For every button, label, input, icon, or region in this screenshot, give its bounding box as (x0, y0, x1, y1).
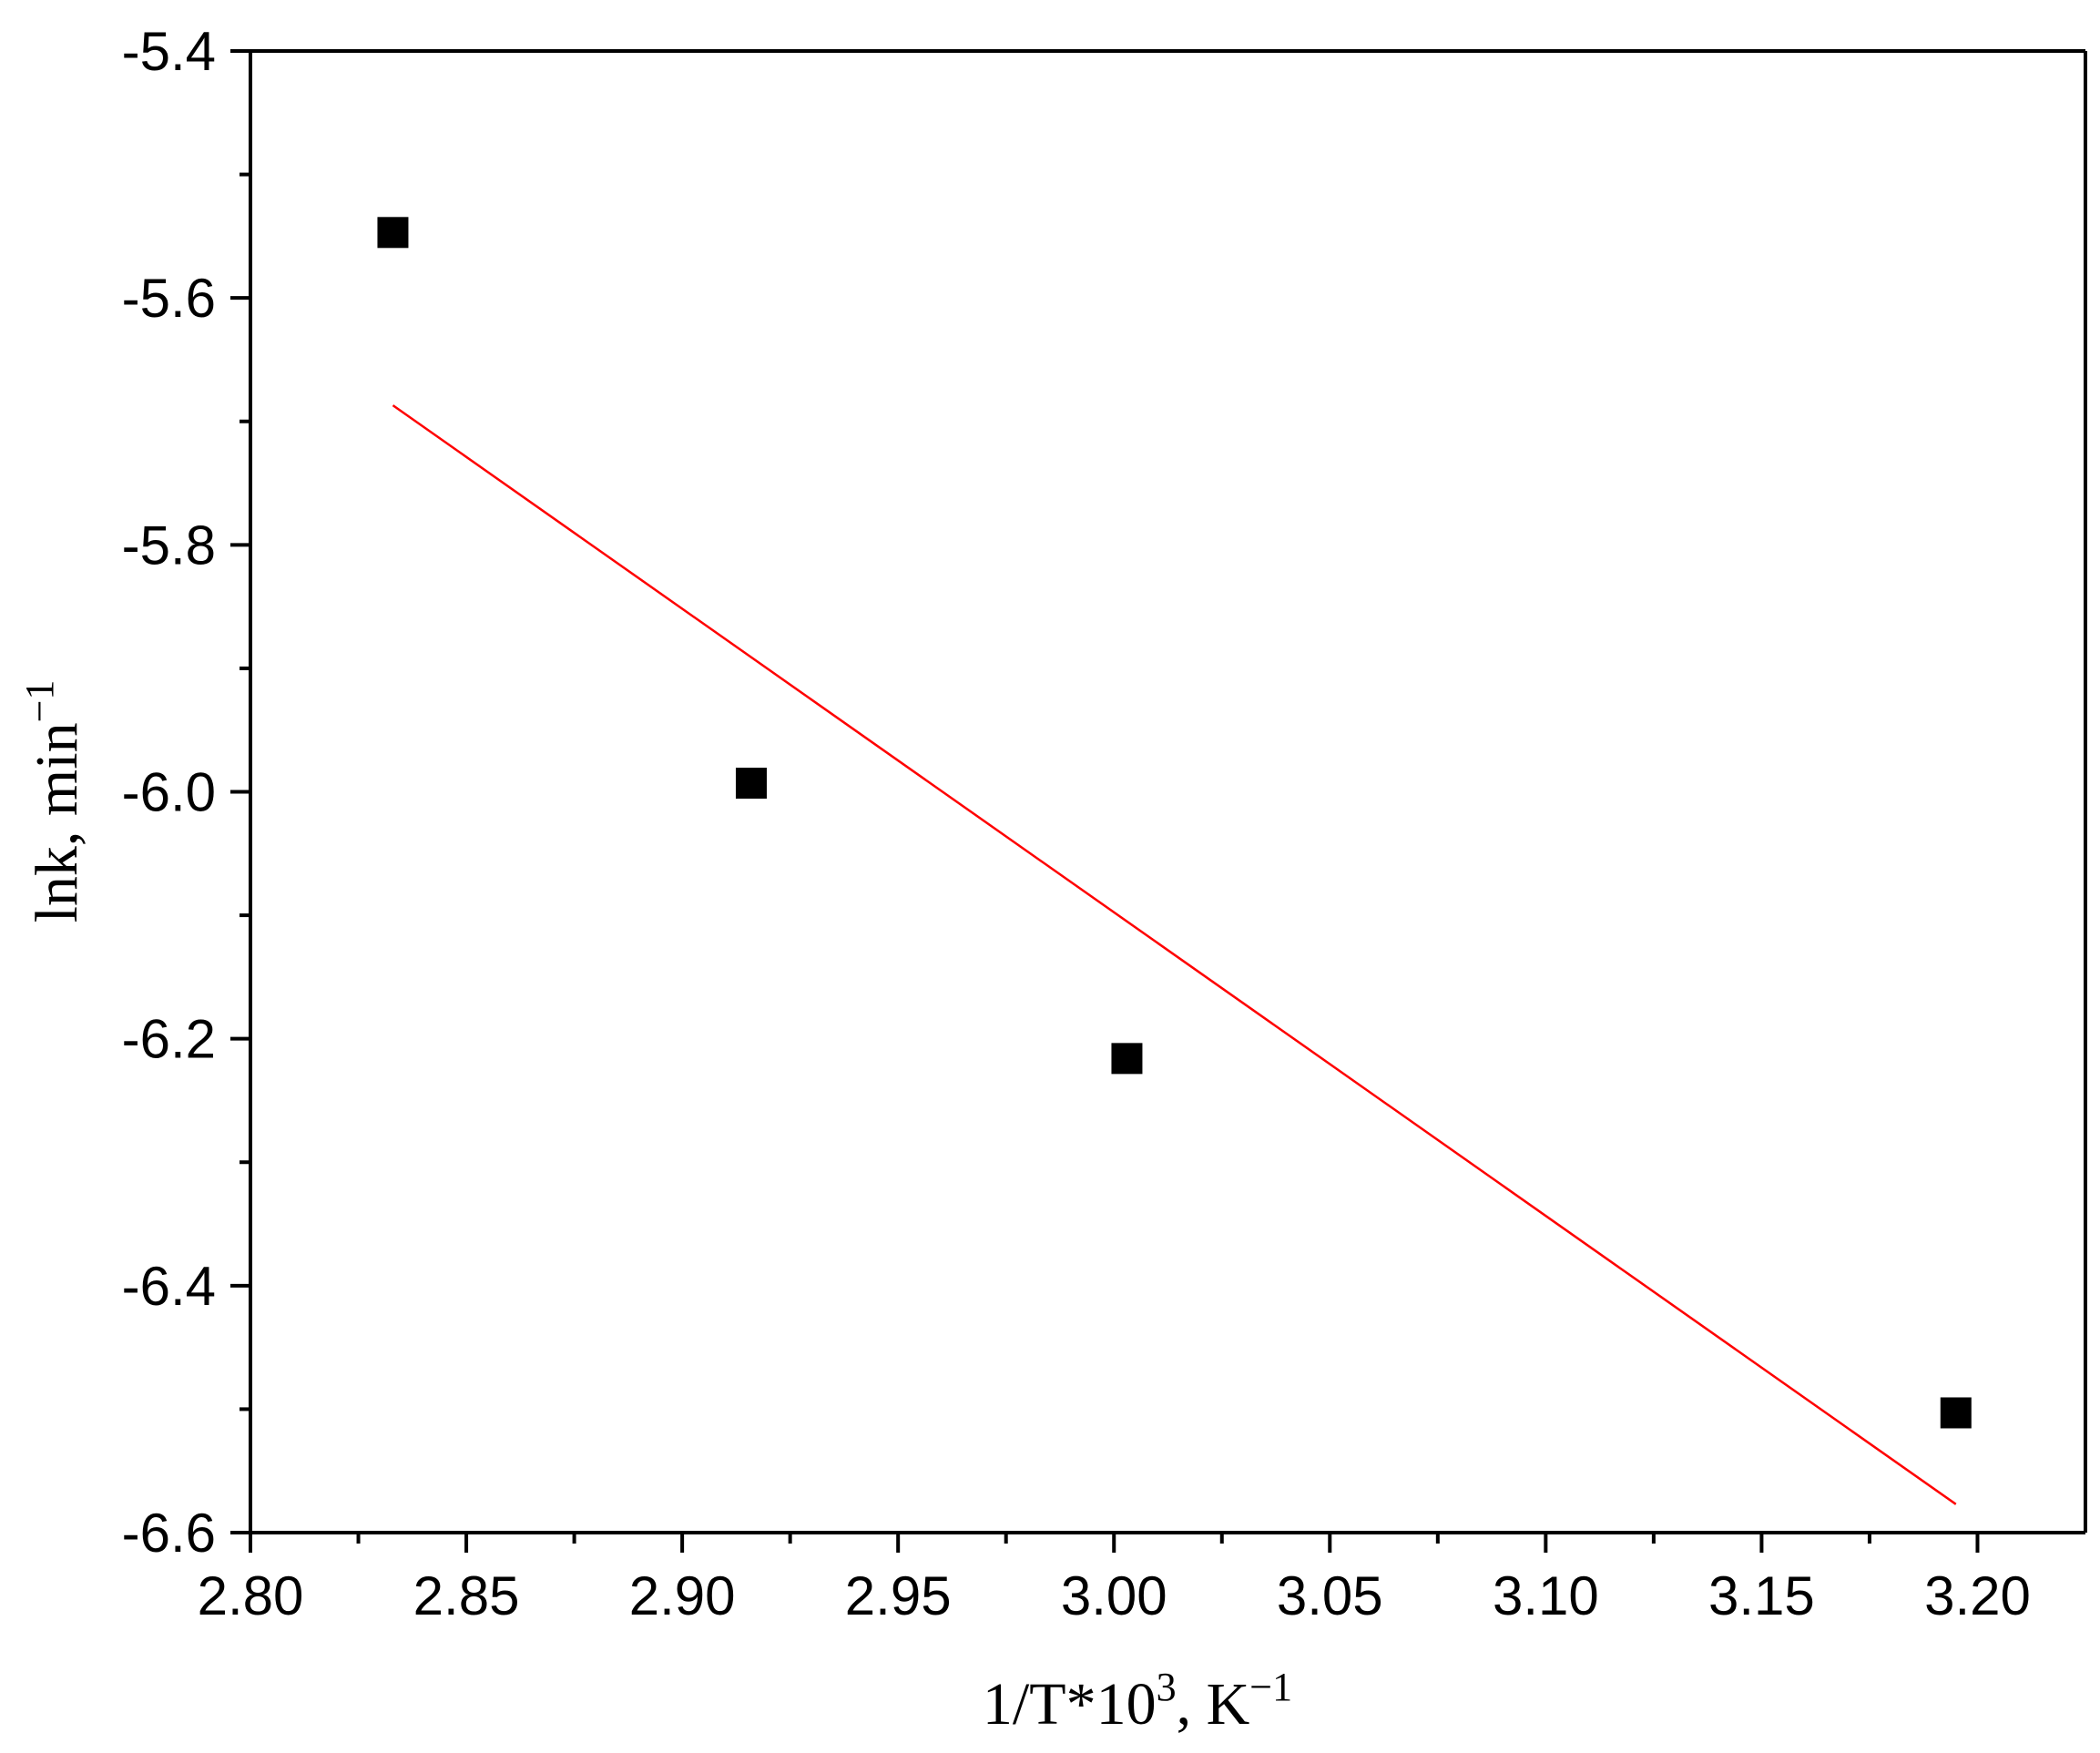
x-tick-label: 3.00 (1061, 1565, 1167, 1626)
x-tick-label: 3.20 (1924, 1565, 2031, 1626)
y-tick-label: -5.4 (122, 21, 216, 82)
x-axis-title-main: 1/T*10 (983, 1671, 1157, 1738)
x-axis-title-suffix: , K (1177, 1671, 1250, 1738)
data-point-square (735, 768, 767, 800)
x-axis-title-sup: 3 (1157, 1665, 1177, 1709)
x-tick-label: 3.05 (1277, 1565, 1383, 1626)
y-tick-label: -6.0 (122, 762, 216, 823)
y-tick-label: -6.2 (122, 1009, 216, 1070)
x-tick-label: 2.90 (629, 1565, 736, 1626)
series-layer (377, 217, 1972, 1505)
y-tick-label: -6.6 (122, 1503, 216, 1564)
x-tick-label: 3.10 (1493, 1565, 1599, 1626)
x-axis-ticks: 2.80 2.85 2.90 2.95 3.00 3.05 3.10 3.15 3.20 (198, 1533, 2031, 1626)
data-point-square (377, 217, 409, 249)
y-tick-label: -5.6 (122, 268, 216, 329)
x-axis-title: 1/T*103, K−1 (983, 1665, 1292, 1738)
data-point-square (1111, 1043, 1143, 1075)
x-tick-label: 2.95 (845, 1565, 952, 1626)
x-axis-title-suffix-sup: −1 (1249, 1665, 1292, 1709)
y-axis-title-main: lnk, min (24, 722, 90, 922)
data-point-square (1940, 1397, 1972, 1429)
y-axis-title: lnk, min−1 (17, 680, 90, 923)
y-tick-label: -6.4 (122, 1256, 216, 1317)
y-axis-ticks: -5.4 -5.6 -5.8 -6.0 -6.2 -6.4 -6.6 (122, 21, 250, 1564)
x-tick-label: 2.80 (198, 1565, 304, 1626)
x-tick-label: 3.15 (1708, 1565, 1815, 1626)
y-tick-label: -5.8 (122, 515, 216, 576)
plot-frame (249, 49, 2087, 1534)
x-tick-label: 2.85 (413, 1565, 520, 1626)
fit-line (392, 404, 1957, 1505)
y-axis-title-sup: −1 (17, 680, 62, 723)
